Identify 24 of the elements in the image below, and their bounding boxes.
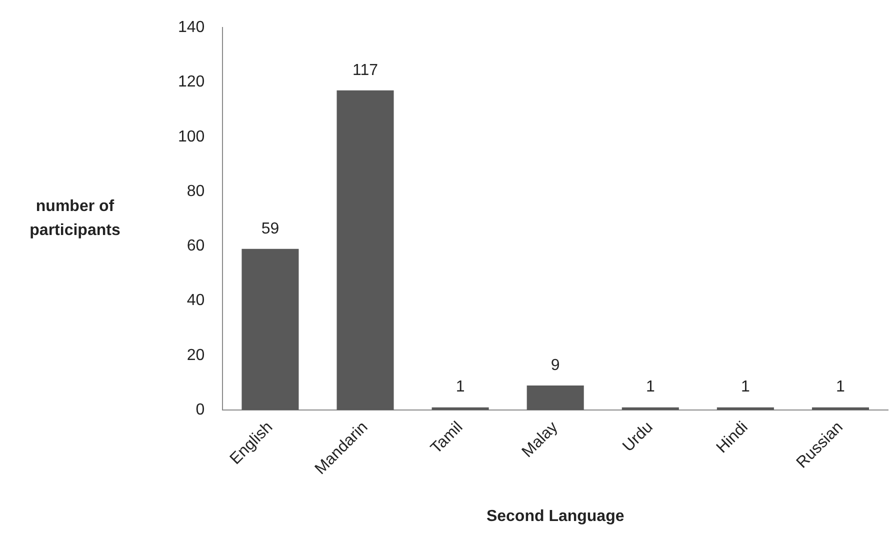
- bar: [812, 407, 869, 410]
- data-label: 117: [352, 62, 378, 79]
- bar: [336, 90, 394, 410]
- y-tick-label: 60: [186, 238, 205, 255]
- y-tick-label: 80: [186, 182, 205, 200]
- data-label: 1: [836, 378, 846, 396]
- bar: [622, 407, 679, 410]
- bar: [242, 248, 299, 410]
- y-tick-label: 20: [186, 346, 205, 364]
- data-label: 59: [261, 220, 280, 238]
- x-axis-title: Second Language: [486, 508, 624, 525]
- y-tick-label: 140: [178, 19, 205, 36]
- bar: [526, 385, 584, 410]
- y-tick-label: 40: [186, 292, 205, 310]
- y-tick-label: 100: [178, 128, 205, 146]
- y-tick-label: 120: [178, 74, 205, 91]
- bar: [432, 407, 489, 410]
- y-tick-label: 0: [196, 401, 205, 418]
- y-axis-title: number of participants: [30, 198, 120, 240]
- data-label: 1: [646, 378, 655, 396]
- data-label: 1: [456, 378, 465, 396]
- data-label: 1: [740, 378, 750, 396]
- data-label: 9: [550, 356, 560, 374]
- bar: [716, 407, 774, 410]
